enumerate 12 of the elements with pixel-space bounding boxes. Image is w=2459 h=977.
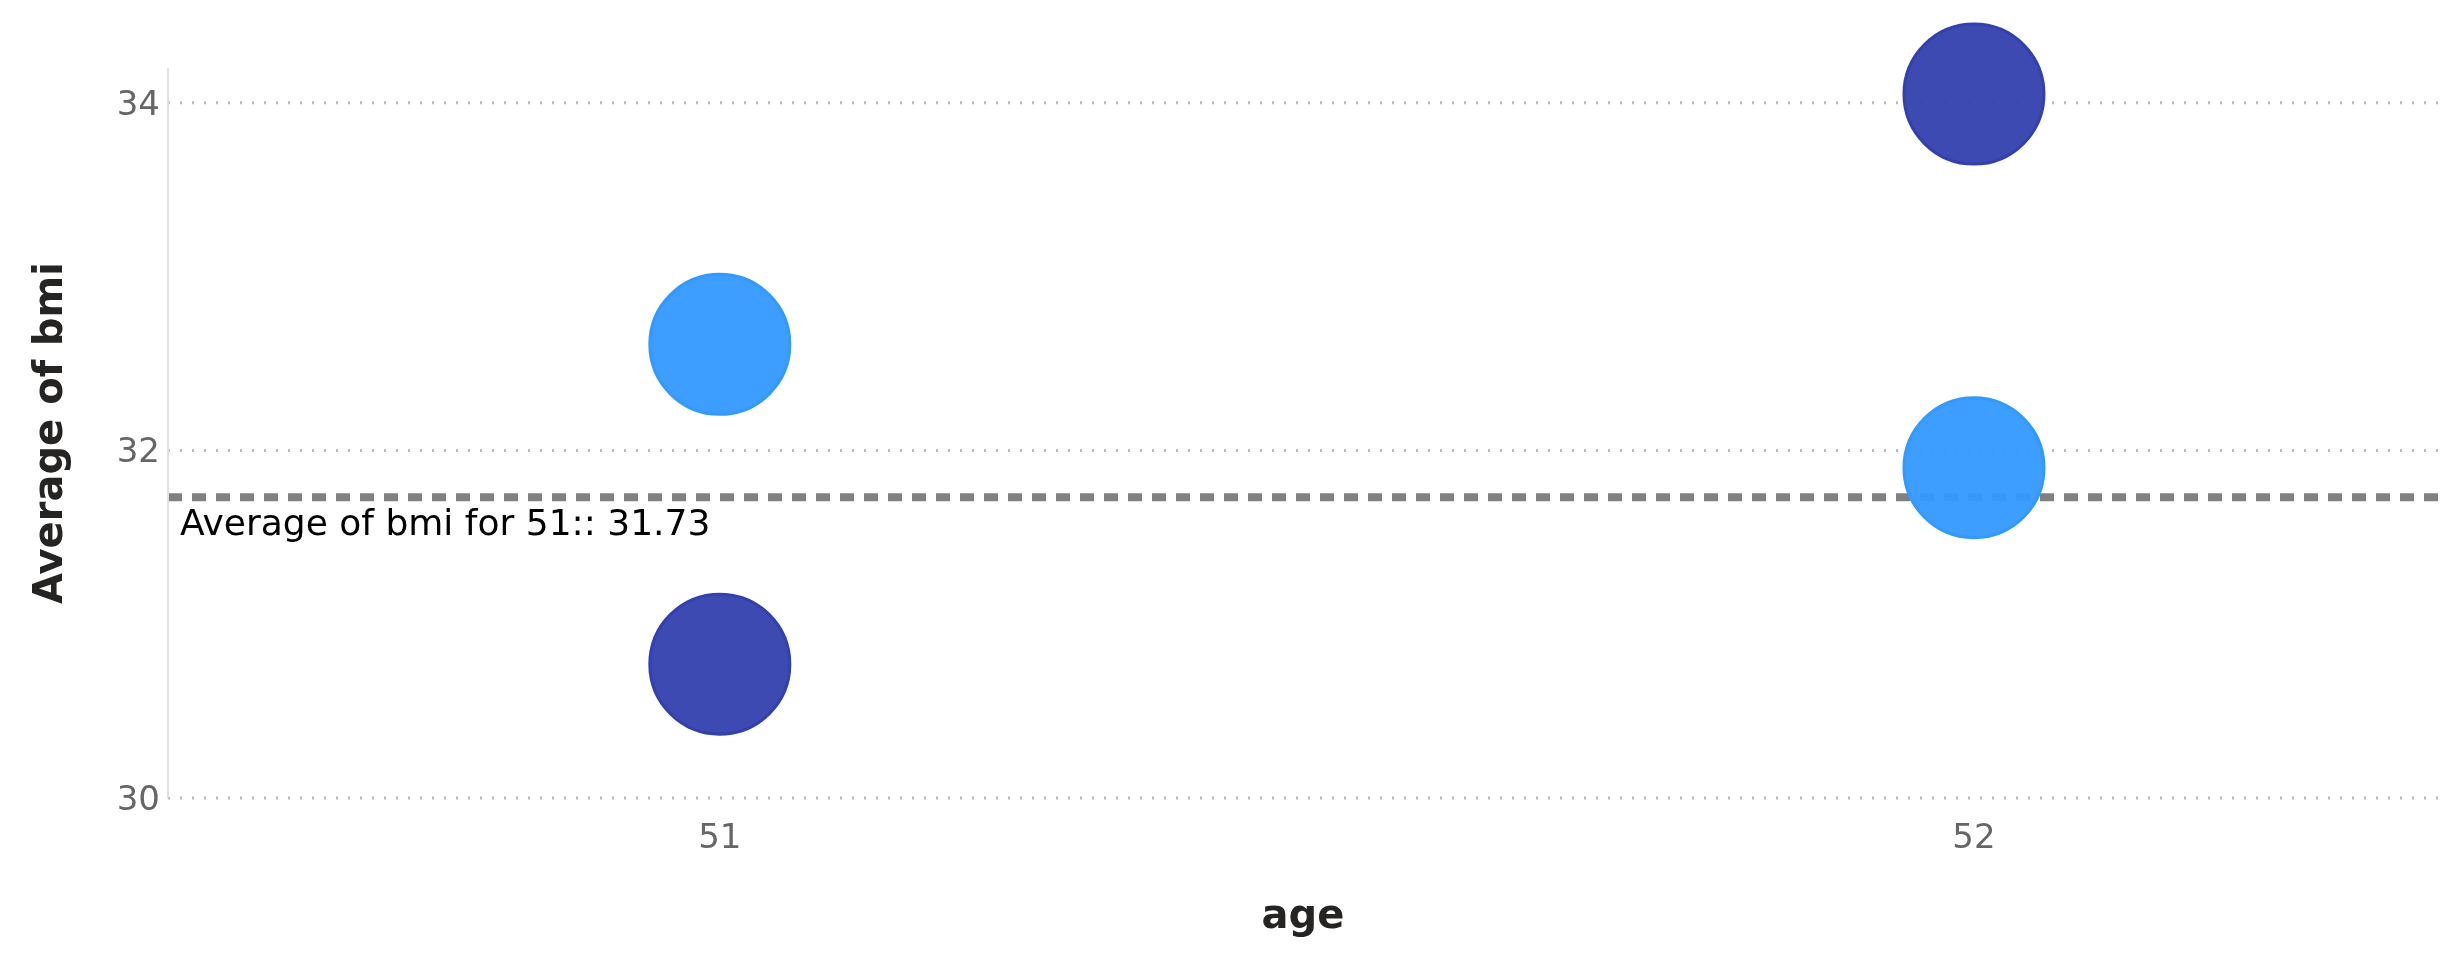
- x-tick-label: 51: [698, 816, 742, 857]
- ref-line-label: Average of bmi for 51:: 31.73: [180, 501, 711, 543]
- point: [1902, 22, 2046, 166]
- point: [648, 272, 792, 416]
- y-tick-label: 34: [116, 82, 160, 123]
- y-axis-title: Average of bmi: [25, 262, 72, 604]
- point: [1902, 396, 2046, 540]
- point: [648, 592, 792, 736]
- x-tick-label: 52: [1952, 816, 1996, 857]
- y-tick-label: 32: [116, 430, 160, 471]
- y-tick-label: 30: [116, 778, 160, 819]
- x-axis-title: age: [1261, 891, 1345, 937]
